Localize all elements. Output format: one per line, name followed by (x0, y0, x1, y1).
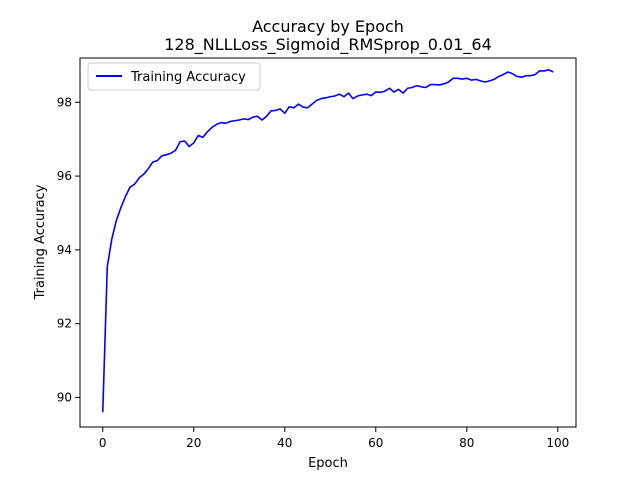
y-tick-label: 94 (57, 243, 72, 257)
y-axis-label: Training Accuracy (33, 184, 48, 300)
x-tick-label: 0 (99, 436, 107, 450)
legend: Training Accuracy (87, 62, 261, 91)
x-tick-label: 80 (459, 436, 474, 450)
series-layer (101, 69, 554, 413)
y-tick-label: 90 (57, 390, 72, 404)
x-tick-label: 40 (277, 436, 292, 450)
y-tick-label: 92 (57, 317, 72, 331)
series-line-training-accuracy (101, 69, 554, 413)
plot-area-frame (79, 57, 577, 428)
x-tick-label: 100 (546, 436, 569, 450)
legend-box (87, 62, 261, 91)
x-tick-label: 60 (368, 436, 383, 450)
y-axis-ticks: 90 92 94 96 98 (57, 95, 80, 404)
chart-title: Accuracy by Epoch (252, 17, 404, 36)
legend-entry-training-accuracy: Training Accuracy (130, 70, 246, 85)
x-tick-label: 20 (186, 436, 201, 450)
x-axis-label: Epoch (308, 456, 348, 471)
y-tick-label: 98 (57, 95, 72, 109)
chart-subtitle: 128_NLLLoss_Sigmoid_RMSprop_0.01_64 (164, 35, 492, 55)
x-axis-ticks: 0 20 40 60 80 100 (99, 427, 569, 450)
y-tick-label: 96 (57, 169, 72, 183)
